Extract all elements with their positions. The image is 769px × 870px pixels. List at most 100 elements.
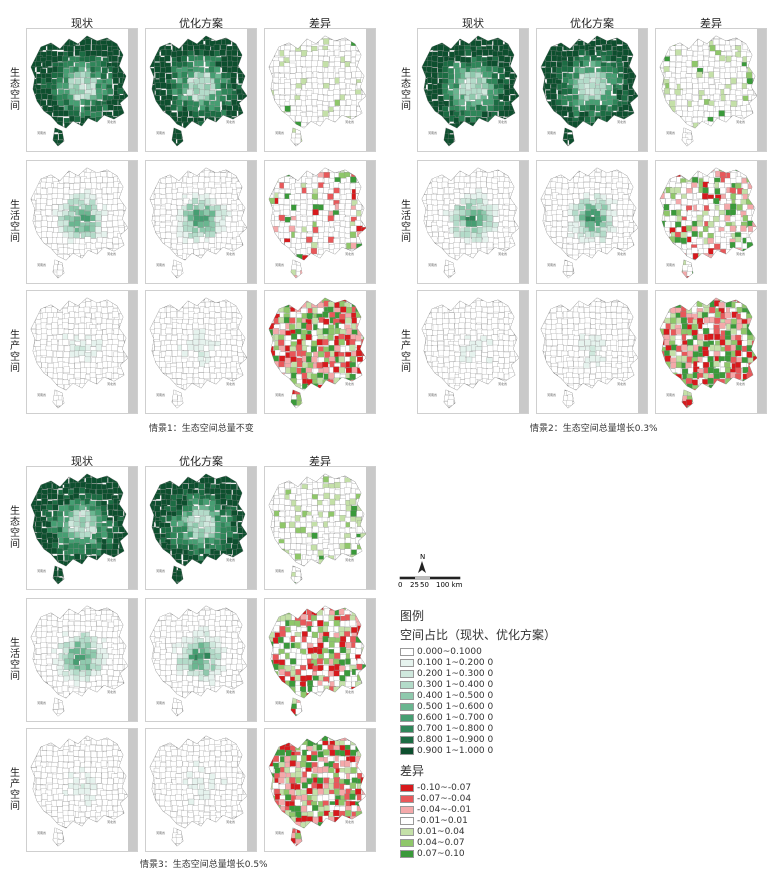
district-cell (181, 379, 187, 385)
district-cell (355, 149, 361, 152)
district-cell (150, 395, 156, 401)
district-cell (41, 328, 47, 334)
district-cell (101, 254, 107, 260)
district-cell (323, 216, 329, 222)
district-cell (269, 369, 275, 375)
district-cell (567, 39, 573, 45)
district-cell (328, 259, 334, 265)
sea-strip (247, 29, 256, 151)
district-cell (289, 324, 295, 330)
district-cell (210, 260, 216, 266)
district-cell (557, 133, 563, 139)
district-cell (112, 272, 118, 278)
district-cell (324, 145, 330, 151)
district-cell (317, 339, 323, 345)
district-cell (183, 309, 189, 315)
district-cell (313, 209, 319, 215)
district-cell (350, 184, 356, 190)
district-cell (432, 34, 438, 40)
district-cell (118, 204, 124, 210)
district-cell (181, 72, 187, 78)
district-cell (63, 271, 69, 277)
district-cell (660, 116, 666, 122)
district-cell (84, 216, 90, 222)
district-cell (311, 302, 317, 308)
district-cell (73, 138, 79, 144)
district-cell (339, 412, 345, 414)
district-cell (236, 395, 242, 401)
district-cell (149, 400, 155, 406)
district-cell (156, 400, 162, 406)
district-cell (488, 151, 494, 152)
district-cell (686, 41, 692, 47)
district-cell (204, 140, 210, 146)
district-cell (268, 248, 274, 254)
district-cell (214, 165, 220, 171)
district-cell (118, 138, 124, 144)
district-cell (52, 222, 58, 228)
district-cell (703, 50, 709, 56)
district-cell (306, 296, 312, 302)
district-cell (188, 215, 194, 221)
district-cell (595, 61, 601, 67)
district-cell (269, 178, 275, 184)
district-cell (470, 139, 476, 145)
district-cell (269, 296, 275, 302)
district-cell (216, 118, 222, 124)
district-cell (328, 384, 334, 390)
district-cell (658, 45, 664, 51)
district-cell (211, 133, 217, 139)
district-cell (312, 395, 318, 401)
district-cell (91, 178, 97, 184)
district-cell (725, 33, 731, 39)
district-cell (333, 133, 339, 139)
district-cell (74, 101, 80, 107)
district-cell (58, 282, 64, 284)
district-cell (611, 123, 617, 129)
district-cell (149, 145, 155, 151)
district-cell (291, 110, 297, 116)
district-cell (573, 100, 579, 106)
district-cell (333, 367, 339, 373)
district-cell (75, 400, 81, 406)
district-cell (550, 140, 556, 146)
district-cell (613, 127, 619, 133)
district-cell (356, 55, 362, 61)
district-cell (317, 396, 323, 402)
district-cell (290, 211, 296, 217)
district-cell (589, 135, 595, 141)
district-cell (148, 243, 154, 249)
district-cell (289, 248, 295, 254)
district-cell (161, 117, 167, 123)
district-cell (703, 83, 709, 89)
district-cell (328, 216, 334, 222)
district-cell (269, 41, 275, 47)
district-cell (209, 144, 215, 150)
district-cell (275, 254, 281, 260)
district-cell (74, 128, 80, 134)
district-cell (149, 375, 155, 381)
district-cell (42, 378, 48, 384)
district-cell (150, 297, 156, 303)
district-cell (165, 100, 171, 106)
district-cell (199, 166, 205, 172)
district-cell (118, 33, 124, 39)
district-cell (351, 265, 357, 271)
district-cell (231, 411, 237, 414)
district-cell (724, 88, 730, 94)
district-cell (58, 166, 64, 172)
district-cell (704, 89, 710, 95)
district-cell (35, 249, 41, 255)
district-cell (340, 346, 346, 352)
district-cell (664, 66, 670, 72)
district-cell (232, 94, 238, 100)
district-cell (198, 243, 204, 249)
district-cell (154, 150, 160, 152)
district-cell (302, 363, 308, 369)
district-cell (176, 283, 182, 284)
district-cell (29, 107, 35, 113)
district-cell (328, 302, 334, 308)
district-cell (226, 133, 232, 139)
district-cell (438, 149, 444, 152)
district-cell (629, 135, 635, 141)
